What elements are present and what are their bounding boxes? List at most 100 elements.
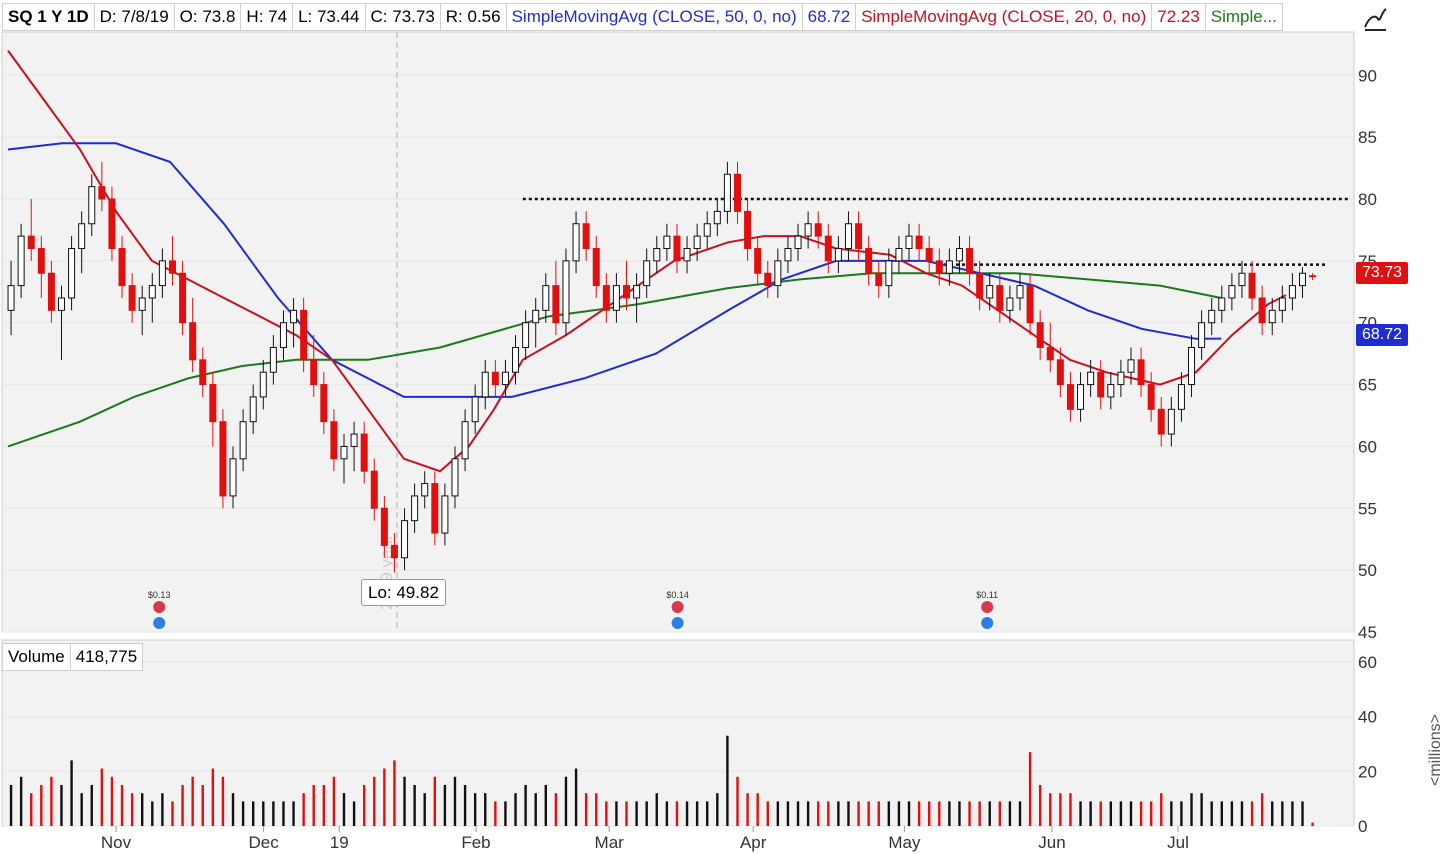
volume-bar xyxy=(564,776,568,826)
candle-body xyxy=(1066,384,1074,410)
settings-icon[interactable] xyxy=(1362,5,1388,31)
sma200-label[interactable]: Simple... xyxy=(1210,7,1277,26)
candle xyxy=(340,434,348,484)
candle-body xyxy=(1056,359,1064,386)
candle-body xyxy=(522,322,530,348)
candle xyxy=(78,211,86,274)
dividend-marker: $0.13 xyxy=(148,590,170,629)
candle xyxy=(168,236,176,286)
volume-bar xyxy=(1109,801,1113,826)
candle-body xyxy=(693,235,701,249)
volume-bar xyxy=(221,776,225,826)
volume-bar xyxy=(827,801,830,826)
candle-body xyxy=(209,384,217,423)
sma20-value: 72.23 xyxy=(1152,4,1206,30)
volume-bar xyxy=(726,735,729,826)
candle xyxy=(330,409,338,472)
candle-body xyxy=(471,396,479,423)
volume-bar xyxy=(584,793,588,826)
volume-bar xyxy=(615,801,618,826)
volume-bar xyxy=(1301,801,1304,826)
volume-bar xyxy=(473,793,477,826)
candle-body xyxy=(1309,275,1317,278)
candle-body xyxy=(1228,285,1236,299)
volume-bar xyxy=(978,801,981,826)
volume-bar xyxy=(968,801,971,826)
candle-body xyxy=(754,247,762,274)
candle xyxy=(17,223,25,298)
candle-body xyxy=(1046,346,1054,361)
volume-bar xyxy=(80,793,83,826)
volume-label[interactable]: Volume xyxy=(3,644,71,670)
candle xyxy=(1288,273,1296,311)
time-tick-label: Jul xyxy=(1167,833,1189,852)
candle xyxy=(88,174,96,237)
candle xyxy=(673,223,681,274)
volume-bar xyxy=(514,793,517,826)
candle xyxy=(47,260,55,323)
candle xyxy=(945,248,953,286)
candle xyxy=(602,273,610,323)
price-axis: 90858075706560555045 xyxy=(1358,66,1377,642)
candle-body xyxy=(148,285,156,299)
candle xyxy=(814,211,822,249)
candle-body xyxy=(259,371,267,398)
volume-bar xyxy=(887,801,891,826)
volume-bar xyxy=(736,776,739,826)
volume-bar xyxy=(413,784,416,826)
candle-body xyxy=(744,210,752,249)
volume-bar xyxy=(1149,801,1153,826)
volume-bar xyxy=(120,784,124,826)
volume-bar xyxy=(1220,801,1223,826)
candle-body xyxy=(1188,346,1196,386)
volume-bar xyxy=(1018,801,1022,826)
volume-bar xyxy=(635,801,638,826)
candle xyxy=(693,223,701,261)
candle-body xyxy=(935,260,943,274)
candle xyxy=(996,273,1004,323)
sma20-label[interactable]: SimpleMovingAvg (CLOSE, 20, 0, no) xyxy=(856,4,1153,30)
earnings-icon xyxy=(153,617,166,629)
candle xyxy=(1077,372,1085,422)
volume-bar xyxy=(362,784,366,826)
candle-body xyxy=(855,223,863,249)
candle-body xyxy=(1248,272,1256,299)
candle-body xyxy=(703,223,711,237)
candle xyxy=(471,384,479,435)
candle-body xyxy=(330,421,338,460)
volume-bar xyxy=(655,793,658,826)
volume-bar xyxy=(151,801,154,826)
candle xyxy=(713,199,721,237)
candle-body xyxy=(794,235,802,249)
sma50-value: 68.72 xyxy=(803,4,857,30)
volume-bar xyxy=(716,793,719,826)
candle-body xyxy=(633,285,641,299)
candle xyxy=(411,483,419,534)
candle xyxy=(1097,359,1105,410)
candle xyxy=(1218,285,1226,323)
candle-body xyxy=(723,173,731,212)
open-value: O: 73.8 xyxy=(175,4,242,30)
candle xyxy=(1066,372,1074,422)
candle xyxy=(310,335,318,397)
candle xyxy=(98,161,106,212)
symbol-label[interactable]: SQ 1 Y 1D xyxy=(3,4,95,30)
candle xyxy=(552,260,560,336)
candle xyxy=(390,533,398,573)
sma50-label[interactable]: SimpleMovingAvg (CLOSE, 50, 0, no) xyxy=(507,4,803,30)
volume-bar xyxy=(897,801,901,826)
candle xyxy=(804,211,812,249)
volume-bar xyxy=(867,801,870,826)
candle-body xyxy=(572,223,580,262)
candlesticks xyxy=(7,161,1317,573)
volume-bar xyxy=(1311,822,1314,826)
volume-bar xyxy=(1049,793,1052,826)
candle xyxy=(1177,372,1185,422)
candle-body xyxy=(814,223,822,237)
candle xyxy=(754,236,762,286)
volume-bar xyxy=(262,801,265,826)
volume-bar xyxy=(1129,801,1133,826)
volume-bar xyxy=(877,801,880,826)
low-annotation: Lo: 49.82 xyxy=(361,579,446,606)
volume-bar xyxy=(201,784,204,826)
